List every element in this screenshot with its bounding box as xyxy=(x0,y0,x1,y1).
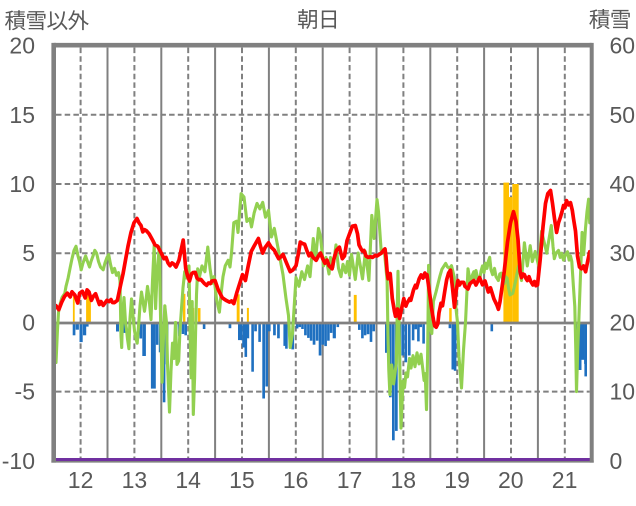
svg-text:10: 10 xyxy=(610,379,636,405)
svg-text:0: 0 xyxy=(22,309,35,335)
svg-text:-5: -5 xyxy=(15,379,35,405)
svg-text:16: 16 xyxy=(283,467,309,493)
svg-text:20: 20 xyxy=(610,309,636,335)
svg-text:19: 19 xyxy=(444,467,470,493)
svg-text:18: 18 xyxy=(391,467,417,493)
svg-text:12: 12 xyxy=(68,467,94,493)
svg-text:20: 20 xyxy=(9,33,35,59)
svg-text:0: 0 xyxy=(610,448,623,474)
svg-text:50: 50 xyxy=(610,102,636,128)
svg-text:21: 21 xyxy=(552,467,578,493)
svg-text:60: 60 xyxy=(610,33,636,59)
svg-text:-10: -10 xyxy=(2,448,35,474)
svg-text:30: 30 xyxy=(610,240,636,266)
svg-text:5: 5 xyxy=(22,240,35,266)
svg-text:17: 17 xyxy=(337,467,363,493)
svg-text:10: 10 xyxy=(9,171,35,197)
svg-text:15: 15 xyxy=(229,467,255,493)
svg-text:40: 40 xyxy=(610,171,636,197)
svg-text:14: 14 xyxy=(175,467,201,493)
svg-text:15: 15 xyxy=(9,102,35,128)
svg-text:20: 20 xyxy=(498,467,524,493)
svg-text:13: 13 xyxy=(122,467,148,493)
